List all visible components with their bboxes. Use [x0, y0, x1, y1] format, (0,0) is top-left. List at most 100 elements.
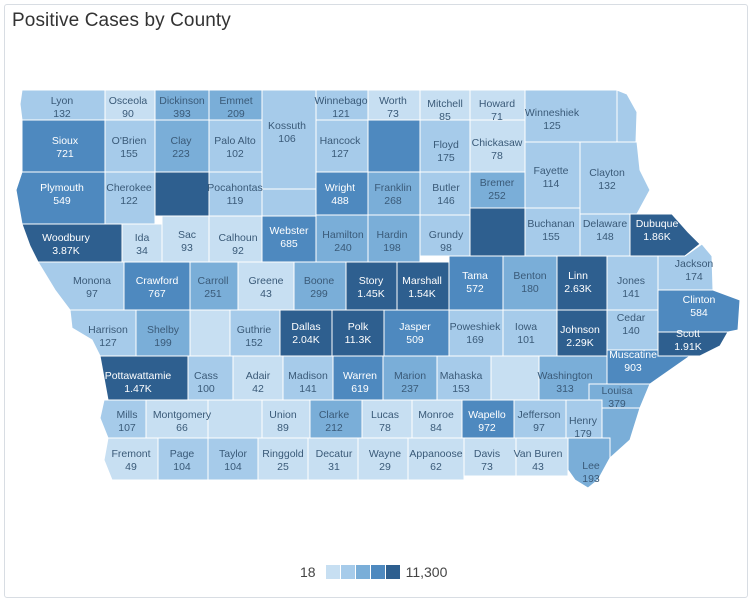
county-lee[interactable] — [567, 437, 611, 489]
color-legend: 18 11,300 — [300, 562, 447, 582]
county-value-label: 132 — [53, 108, 71, 120]
county-value-label: 174 — [685, 271, 703, 283]
county-kossuth[interactable] — [261, 89, 317, 190]
county-calhoun[interactable] — [208, 215, 263, 263]
county-name-label: Fremont — [111, 448, 150, 460]
county-name-label: Van Buren — [514, 448, 563, 460]
county-value-label: 153 — [452, 383, 470, 395]
county-name-label: Delaware — [583, 218, 628, 230]
county-adair[interactable] — [232, 355, 284, 401]
county-jefferson[interactable] — [513, 399, 567, 439]
county-bremer[interactable] — [469, 171, 526, 209]
county-boone[interactable] — [293, 261, 347, 311]
county-story[interactable] — [345, 261, 398, 311]
county-van-buren[interactable] — [515, 437, 569, 477]
county-value-label: 84 — [430, 422, 442, 434]
county-name-label: Tama — [462, 270, 488, 282]
county-name-label: Johnson — [560, 324, 600, 336]
county-keokuk[interactable] — [490, 355, 540, 401]
county-floyd[interactable] — [419, 119, 471, 173]
county-davis[interactable] — [463, 437, 517, 477]
county-allamakee[interactable] — [616, 89, 638, 143]
county-name-label: Clay — [170, 135, 192, 147]
county-name-label: Jones — [617, 275, 645, 287]
county-value-label: 127 — [331, 148, 349, 160]
county-chickasaw[interactable] — [469, 119, 526, 173]
county-taylor[interactable] — [207, 437, 259, 481]
county-value-label: 104 — [224, 461, 242, 473]
county-butler[interactable] — [419, 171, 471, 216]
county-buena-vista[interactable] — [154, 171, 210, 217]
county-name-label: Hardin — [377, 229, 408, 241]
county-howard[interactable] — [469, 89, 526, 121]
county-value-label: 73 — [387, 108, 399, 120]
county-name-label: Linn — [568, 270, 588, 282]
county-shelby[interactable] — [135, 309, 191, 357]
county-delaware[interactable] — [579, 213, 631, 257]
county-name-label: Marion — [394, 370, 426, 382]
county-jones[interactable] — [606, 255, 659, 311]
county-value-label: 767 — [148, 288, 166, 300]
county-pocahontas[interactable] — [208, 171, 263, 217]
county-cass[interactable] — [187, 355, 234, 401]
county-audubon[interactable] — [189, 309, 231, 357]
county-appanoose[interactable] — [407, 437, 465, 481]
county-hardin[interactable] — [367, 214, 421, 263]
county-worth[interactable] — [367, 89, 421, 121]
county-name-label: Page — [170, 448, 195, 460]
county-value-label: 1.91K — [674, 341, 701, 353]
county-name-label: Monona — [73, 275, 111, 287]
county-name-label: Clinton — [683, 294, 716, 306]
county-fayette[interactable] — [524, 141, 581, 209]
county-value-label: 49 — [125, 461, 137, 473]
county-value-label: 584 — [690, 307, 708, 319]
county-iowa[interactable] — [502, 309, 558, 357]
county-value-label: 549 — [53, 195, 71, 207]
county-name-label: Wayne — [369, 448, 401, 460]
county-clay[interactable] — [154, 119, 210, 173]
county-name-label: Woodbury — [42, 232, 90, 244]
county-name-label: Franklin — [374, 182, 412, 194]
county-name-label: Harrison — [88, 324, 128, 336]
county-marion[interactable] — [382, 355, 438, 401]
county-humboldt[interactable] — [261, 188, 317, 217]
county-hamilton[interactable] — [315, 214, 369, 263]
county-marshall[interactable] — [396, 261, 450, 311]
county-name-label: Floyd — [433, 139, 459, 151]
county-madison[interactable] — [282, 355, 334, 401]
county-ringgold[interactable] — [257, 437, 309, 481]
county-poweshiek[interactable] — [448, 309, 504, 357]
county-mahaska[interactable] — [436, 355, 492, 401]
county-value-label: 97 — [86, 288, 98, 300]
county-value-label: 29 — [379, 461, 391, 473]
county-linn[interactable] — [556, 255, 608, 311]
county-ida[interactable] — [121, 223, 163, 263]
county-name-label: Adair — [246, 370, 271, 382]
county-jasper[interactable] — [383, 309, 450, 357]
county-webster[interactable] — [261, 215, 317, 263]
county-johnson[interactable] — [556, 309, 608, 357]
county-value-label: 43 — [532, 461, 544, 473]
county-name-label: Cherokee — [106, 182, 152, 194]
county-clarke[interactable] — [309, 399, 363, 439]
county-polk[interactable] — [331, 309, 385, 357]
county-value-label: 240 — [334, 242, 352, 254]
county-adams[interactable] — [207, 399, 263, 439]
county-carroll[interactable] — [189, 261, 239, 311]
county-cerro-gordo[interactable] — [367, 119, 421, 173]
county-black-hawk[interactable] — [469, 207, 526, 257]
county-fremont[interactable] — [103, 437, 159, 481]
county-name-label: Clarke — [319, 409, 350, 421]
county-name-label: Henry — [569, 415, 598, 427]
legend-swatch — [325, 565, 340, 579]
county-hancock[interactable] — [315, 119, 369, 173]
county-dallas[interactable] — [279, 309, 333, 357]
county-monroe[interactable] — [411, 399, 463, 439]
county-value-label: 251 — [204, 288, 222, 300]
county-buchanan[interactable] — [524, 207, 581, 257]
county-decatur[interactable] — [307, 437, 359, 481]
county-grundy[interactable] — [419, 214, 471, 257]
county-wapello[interactable] — [461, 399, 515, 439]
county-sioux[interactable] — [21, 119, 106, 173]
county-name-label: Winnebago — [314, 95, 367, 107]
